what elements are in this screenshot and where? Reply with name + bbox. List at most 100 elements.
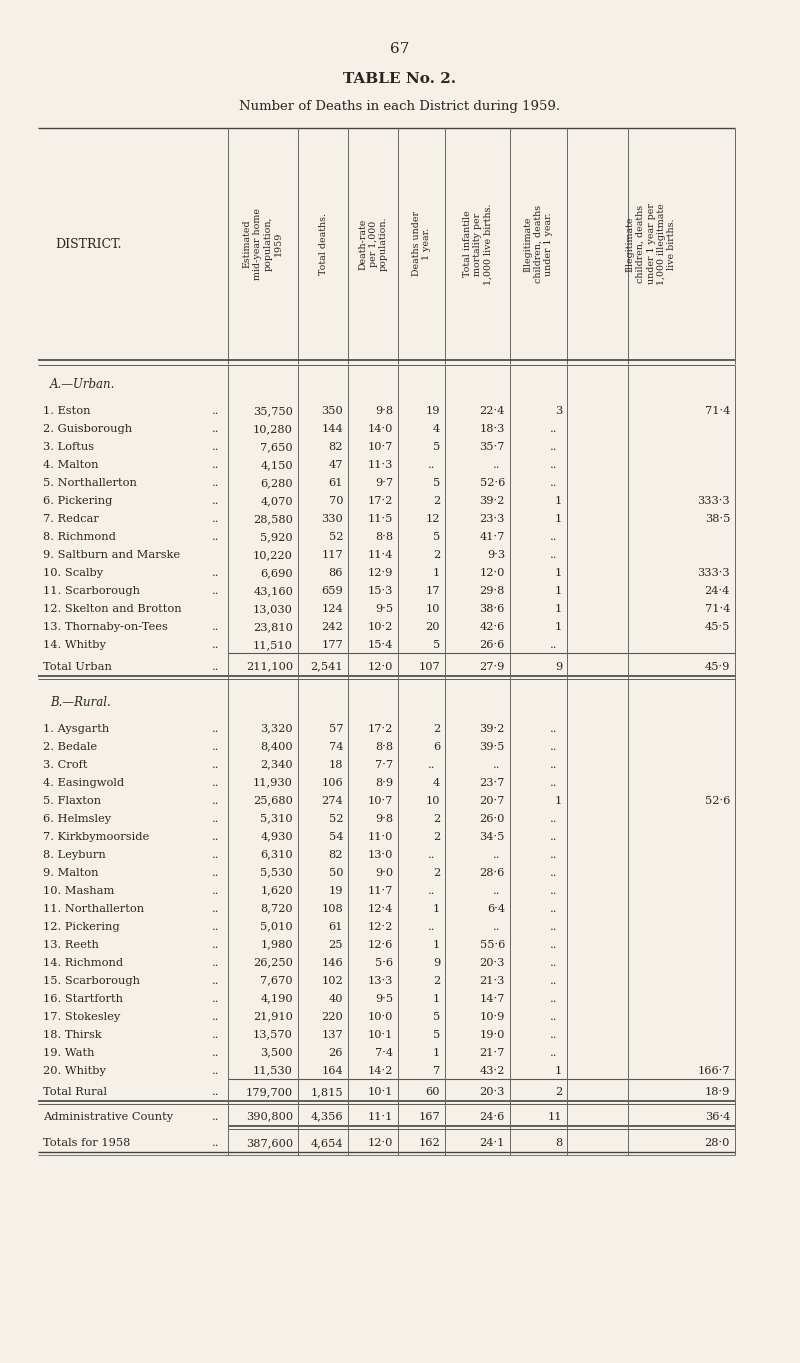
Text: 24·6: 24·6 — [480, 1112, 505, 1122]
Text: 8·8: 8·8 — [375, 532, 393, 542]
Text: 39·2: 39·2 — [480, 496, 505, 506]
Text: ..: .. — [212, 939, 220, 950]
Text: 2: 2 — [433, 814, 440, 823]
Text: 82: 82 — [329, 849, 343, 860]
Text: 4,356: 4,356 — [310, 1112, 343, 1122]
Text: ..: .. — [212, 442, 220, 453]
Text: 39·2: 39·2 — [480, 724, 505, 733]
Text: ..: .. — [550, 904, 558, 913]
Text: 6. Pickering: 6. Pickering — [43, 496, 112, 506]
Text: 3: 3 — [554, 406, 562, 416]
Text: ..: .. — [550, 759, 558, 770]
Text: 38·5: 38·5 — [705, 514, 730, 523]
Text: 11·7: 11·7 — [368, 886, 393, 895]
Text: B.—Rural.: B.—Rural. — [50, 696, 110, 709]
Text: 11·5: 11·5 — [368, 514, 393, 523]
Text: 13,570: 13,570 — [253, 1029, 293, 1040]
Text: 6·4: 6·4 — [487, 904, 505, 913]
Text: 20·3: 20·3 — [480, 957, 505, 968]
Text: 60: 60 — [426, 1088, 440, 1097]
Text: 12·4: 12·4 — [368, 904, 393, 913]
Text: ..: .. — [212, 957, 220, 968]
Text: ..: .. — [212, 796, 220, 806]
Text: 162: 162 — [418, 1138, 440, 1148]
Text: ..: .. — [494, 886, 501, 895]
Text: 9·5: 9·5 — [375, 994, 393, 1003]
Text: 20·3: 20·3 — [480, 1088, 505, 1097]
Text: 19·0: 19·0 — [480, 1029, 505, 1040]
Text: 9. Saltburn and Marske: 9. Saltburn and Marske — [43, 551, 180, 560]
Text: TABLE No. 2.: TABLE No. 2. — [343, 72, 457, 86]
Text: 10·9: 10·9 — [480, 1011, 505, 1021]
Text: ..: .. — [428, 759, 436, 770]
Text: 47: 47 — [329, 459, 343, 470]
Text: 10. Scalby: 10. Scalby — [43, 568, 103, 578]
Text: 102: 102 — [322, 976, 343, 985]
Text: ..: .. — [428, 886, 436, 895]
Text: ..: .. — [550, 994, 558, 1003]
Text: 82: 82 — [329, 442, 343, 453]
Text: 5. Flaxton: 5. Flaxton — [43, 796, 101, 806]
Text: ..: .. — [550, 724, 558, 733]
Text: Illegitimate
children, deaths
under 1 year.: Illegitimate children, deaths under 1 ye… — [524, 204, 554, 284]
Text: ..: .. — [212, 1066, 220, 1075]
Text: 54: 54 — [329, 831, 343, 841]
Text: ..: .. — [550, 1029, 558, 1040]
Text: ..: .. — [212, 886, 220, 895]
Text: 4. Malton: 4. Malton — [43, 459, 98, 470]
Text: 390,800: 390,800 — [246, 1112, 293, 1122]
Text: 177: 177 — [322, 641, 343, 650]
Text: 61: 61 — [329, 921, 343, 931]
Text: 6,690: 6,690 — [260, 568, 293, 578]
Text: ..: .. — [428, 921, 436, 931]
Text: 39·5: 39·5 — [480, 741, 505, 751]
Text: 2. Bedale: 2. Bedale — [43, 741, 97, 751]
Text: Estimated
mid-year home
population,
1959: Estimated mid-year home population, 1959 — [243, 209, 283, 279]
Text: 387,600: 387,600 — [246, 1138, 293, 1148]
Text: 8·8: 8·8 — [375, 741, 393, 751]
Text: 57: 57 — [329, 724, 343, 733]
Text: ..: .. — [212, 724, 220, 733]
Text: ..: .. — [494, 459, 501, 470]
Text: 3,320: 3,320 — [260, 724, 293, 733]
Text: Administrative County: Administrative County — [43, 1112, 173, 1122]
Text: 21·7: 21·7 — [480, 1048, 505, 1058]
Text: 10: 10 — [426, 796, 440, 806]
Text: DISTRICT.: DISTRICT. — [55, 237, 122, 251]
Text: 12: 12 — [426, 514, 440, 523]
Text: 45·9: 45·9 — [705, 661, 730, 672]
Text: 9: 9 — [433, 957, 440, 968]
Text: 12. Skelton and Brotton: 12. Skelton and Brotton — [43, 604, 182, 613]
Text: ..: .. — [212, 1048, 220, 1058]
Text: ..: .. — [494, 921, 501, 931]
Text: 10·0: 10·0 — [368, 1011, 393, 1021]
Text: 179,700: 179,700 — [246, 1088, 293, 1097]
Text: 8: 8 — [554, 1138, 562, 1148]
Text: 274: 274 — [322, 796, 343, 806]
Text: ..: .. — [550, 777, 558, 788]
Text: 61: 61 — [329, 478, 343, 488]
Text: 10: 10 — [426, 604, 440, 613]
Text: 1: 1 — [554, 568, 562, 578]
Text: 12·6: 12·6 — [368, 939, 393, 950]
Text: 4,654: 4,654 — [310, 1138, 343, 1148]
Text: 164: 164 — [322, 1066, 343, 1075]
Text: 13. Thornaby-on-Tees: 13. Thornaby-on-Tees — [43, 622, 168, 632]
Text: 3. Loftus: 3. Loftus — [43, 442, 94, 453]
Text: ..: .. — [550, 424, 558, 433]
Text: 7: 7 — [433, 1066, 440, 1075]
Text: 2,340: 2,340 — [260, 759, 293, 770]
Text: 137: 137 — [322, 1029, 343, 1040]
Text: 26·0: 26·0 — [480, 814, 505, 823]
Text: 9·5: 9·5 — [375, 604, 393, 613]
Text: 13·0: 13·0 — [368, 849, 393, 860]
Text: 17·2: 17·2 — [368, 496, 393, 506]
Text: 18. Thirsk: 18. Thirsk — [43, 1029, 102, 1040]
Text: 9·8: 9·8 — [375, 814, 393, 823]
Text: 9. Malton: 9. Malton — [43, 867, 98, 878]
Text: 29·8: 29·8 — [480, 586, 505, 596]
Text: 220: 220 — [322, 1011, 343, 1021]
Text: ..: .. — [212, 904, 220, 913]
Text: ..: .. — [212, 1138, 220, 1148]
Text: 43,160: 43,160 — [253, 586, 293, 596]
